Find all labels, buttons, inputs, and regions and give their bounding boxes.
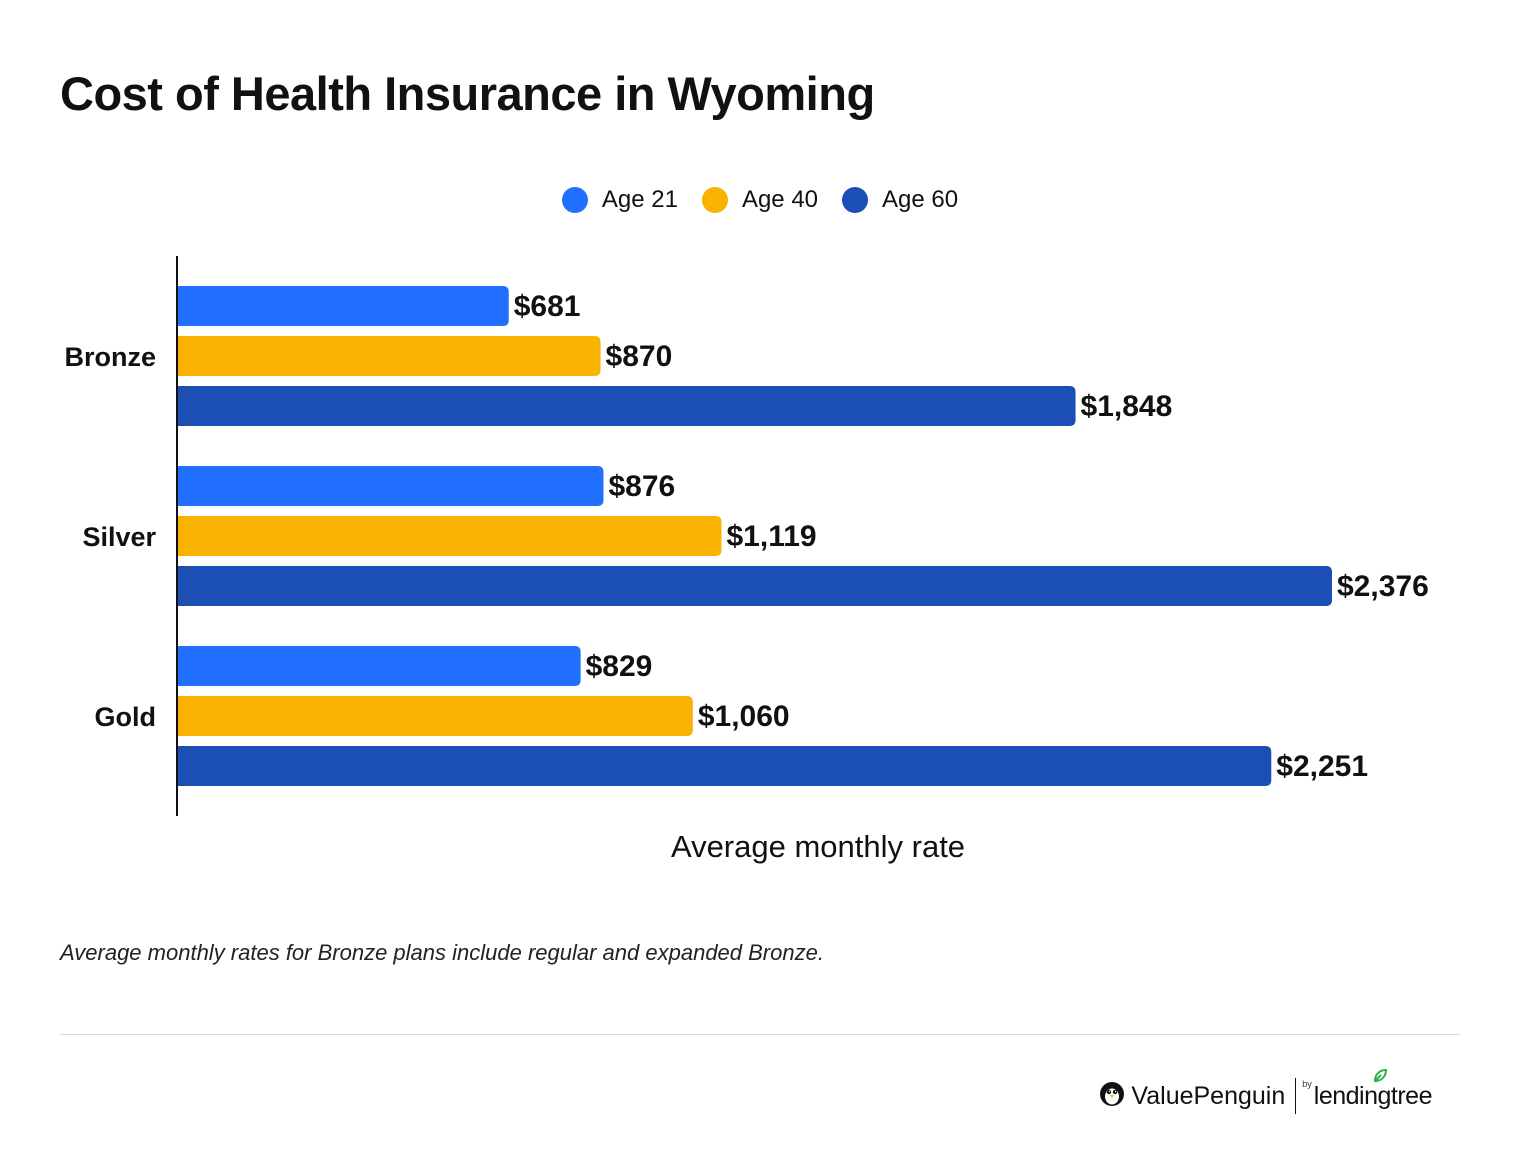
brand-name: ValuePenguin [1131, 1081, 1286, 1110]
bar-silver-age-40 [178, 516, 722, 556]
bar-label-silver-age-40: $1,119 [726, 520, 816, 553]
bar-label-bronze-age-40: $870 [606, 340, 673, 373]
legend-item-age-40: Age 40 [701, 186, 819, 214]
partner-name: lendingtree [1313, 1081, 1433, 1110]
category-label-bronze: Bronze [64, 342, 156, 372]
bar-gold-age-40 [178, 696, 693, 736]
legend-label-age-21: Age 21 [601, 186, 678, 213]
bar-label-gold-age-21: $829 [586, 650, 653, 683]
legend-swatch-age-21 [561, 187, 588, 213]
brand-divider [1295, 1078, 1297, 1114]
legend-swatch-age-60 [842, 187, 869, 213]
bar-bronze-age-40 [178, 336, 601, 376]
partner-logo: lendingtree [1313, 1068, 1433, 1111]
brand-by: by [1302, 1079, 1312, 1089]
chart-legend: Age 21 Age 40 Age 60 [0, 186, 1520, 214]
legend-label-age-60: Age 60 [882, 186, 959, 213]
x-axis-title: Average monthly rate [671, 829, 965, 864]
bar-chart: Average monthly rate $681$870$1,848$876$… [64, 256, 1429, 864]
bar-label-silver-age-21: $876 [608, 470, 675, 503]
bar-silver-age-21 [178, 466, 604, 506]
category-labels: Bronze Silver Gold [64, 342, 156, 732]
category-label-silver: Silver [82, 522, 156, 552]
bar-label-gold-age-60: $2,251 [1276, 750, 1368, 783]
bar-label-bronze-age-60: $1,848 [1081, 390, 1173, 423]
bar-bronze-age-60 [178, 386, 1076, 426]
bar-gold-age-21 [178, 646, 581, 686]
legend-item-age-60: Age 60 [842, 186, 958, 214]
bar-bronze-age-21 [178, 286, 509, 326]
penguin-icon [1099, 1081, 1125, 1112]
bar-label-bronze-age-21: $681 [514, 290, 581, 323]
legend-swatch-age-40 [701, 187, 728, 213]
brand-logo: ValuePenguin by lendingtree [1099, 1068, 1433, 1114]
category-label-gold: Gold [95, 702, 157, 732]
footnote: Average monthly rates for Bronze plans i… [60, 940, 824, 965]
divider [60, 1034, 1460, 1035]
bar-gold-age-60 [178, 746, 1272, 786]
legend-label-age-40: Age 40 [741, 186, 819, 213]
bars-group: $681 $870 $1,848 $876 $1,119 $2,376 $829 $1,060… [178, 286, 1429, 786]
chart-title: Cost of Health Insurance in Wyoming [60, 67, 875, 120]
bar-label-silver-age-60: $2,376 [1337, 570, 1429, 603]
bar-label-gold-age-40: $1,060 [698, 700, 790, 733]
leaf-icon [1372, 1068, 1388, 1089]
bar-silver-age-60 [178, 566, 1332, 606]
legend-item-age-21: Age 21 [561, 186, 678, 214]
